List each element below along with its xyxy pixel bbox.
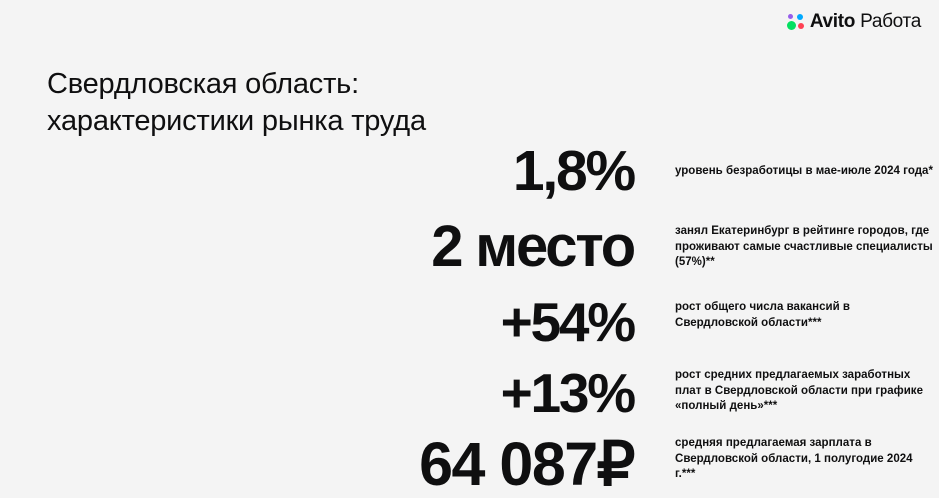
stat-figure-unemployment: 1,8% (512, 139, 636, 203)
stat-caption-average-salary: средняя предлагаемая зарплата в Свердлов… (675, 437, 913, 481)
avito-rabota-logo: Avito Работа (786, 12, 921, 31)
stat-caption-vacancy-growth: рост общего числа вакансий в Свердловско… (675, 301, 851, 329)
logo-product-text: Работа (860, 11, 921, 32)
logo-dot-green (786, 20, 796, 30)
stat-caption-unemployment: уровень безработицы в мае-июле 2024 года… (675, 165, 933, 177)
stat-figure-vacancy-growth: +54% (500, 291, 637, 353)
stat-caption-city-rank: занял Екатеринбург в рейтинге городов, г… (675, 225, 933, 269)
logo-dot-purple (787, 13, 793, 19)
logo-brand-text: Avito (809, 11, 856, 32)
logo-dot-red (797, 22, 804, 29)
page-title: Свердловская область: характеристики рын… (47, 68, 426, 138)
stat-figure-city-rank: 2 место (431, 214, 636, 279)
logo-dot-blue (796, 13, 803, 20)
logo-wordmark: Avito Работа (810, 12, 921, 31)
stat-caption-salary-growth: рост средних предлагаемых заработных пла… (675, 369, 923, 413)
stat-figure-average-salary: 64 087₽ (419, 430, 635, 498)
stat-figure-salary-growth: +13% (500, 362, 637, 424)
avito-logo-icon (786, 13, 805, 31)
